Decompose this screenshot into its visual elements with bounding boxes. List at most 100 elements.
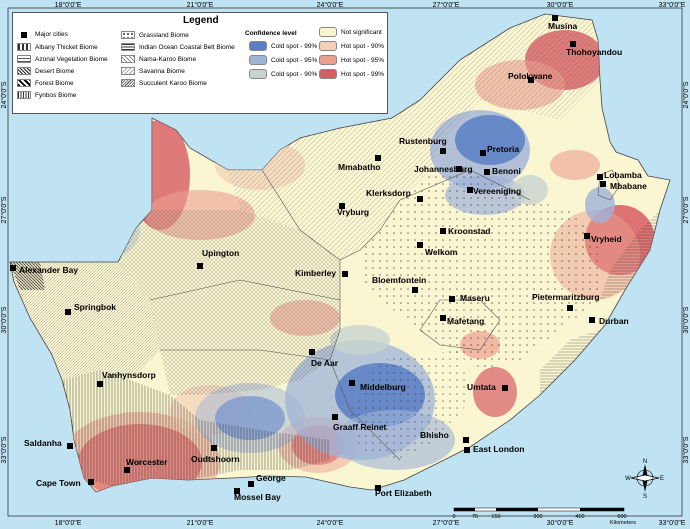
city-marker <box>375 485 381 491</box>
city-bloemfontein: Bloemfontein <box>372 275 426 293</box>
city-label: Vryheid <box>591 234 622 244</box>
map-frame <box>7 7 683 517</box>
axis-ticks-right: 24°0'0"S 27°0'0"S 30°0'0"S 33°0'0"S <box>682 81 690 463</box>
biome-overlays <box>10 14 660 486</box>
city-marker <box>342 271 348 277</box>
city-marker <box>440 228 446 234</box>
city-label: Maseru <box>460 293 490 303</box>
legend-item-diag-fine: Succulent Karoo Biome <box>121 79 207 87</box>
confidence-item: Cold spot - 95% <box>249 55 317 65</box>
city-label: Cape Town <box>36 478 81 488</box>
city-label: Lobamba <box>604 170 642 180</box>
city-marker <box>97 381 103 387</box>
confidence-swatch <box>319 69 337 79</box>
legend-swatch <box>17 67 31 75</box>
city-label: Polokwane <box>508 71 553 81</box>
city-maseru: Maseru <box>449 293 490 303</box>
scale-unit: Kilometers <box>610 520 636 526</box>
city-label: Kroonstad <box>448 226 491 236</box>
confidence-label: Not significant <box>341 28 382 36</box>
city-marker <box>484 169 490 175</box>
legend-box: Legend Major cities Albany Thicket Biome A… <box>12 12 388 114</box>
city-marker <box>197 263 203 269</box>
city-durban: Durban <box>589 316 629 326</box>
city-worcester: Worcester <box>124 457 168 473</box>
city-marker <box>440 315 446 321</box>
confidence-swatch <box>249 69 267 79</box>
scale-tick-label: 75 <box>472 514 478 520</box>
cities-layer: Musina Thohoyandou Polokwane Rustenburg Pret… <box>10 15 647 502</box>
city-marker <box>67 443 73 449</box>
city-marker <box>467 187 473 193</box>
city-marker <box>552 15 558 21</box>
city-cape-town: Cape Town <box>36 478 94 488</box>
legend-label: Succulent Karoo Biome <box>139 79 207 87</box>
axis-tick-label: 18°0'0"E <box>55 519 82 527</box>
legend-label: Albany Thicket Biome <box>35 43 98 51</box>
city-label: Mmabatho <box>338 162 381 172</box>
confidence-title: Confidence level <box>245 30 297 37</box>
legend-label: Azonal Vegetation Biome <box>35 55 108 63</box>
axis-ticks-left: 24°0'0"S 27°0'0"S 30°0'0"S 33°0'0"S <box>0 81 8 463</box>
west-letter: W <box>625 476 631 482</box>
legend-item-dots: Grassland Biome <box>121 31 189 39</box>
city-marker <box>88 479 94 485</box>
city-label: Mossel Bay <box>234 492 281 502</box>
legend-item-dash: Albany Thicket Biome <box>17 43 98 51</box>
city-middelburg: Middelburg <box>349 380 406 392</box>
city-label: Upington <box>202 248 239 258</box>
legend-swatch <box>121 55 135 63</box>
confidence-label: Hot spot - 90% <box>341 42 384 50</box>
legend-label: Forest Biome <box>35 79 74 87</box>
confidence-item: Not significant <box>319 27 382 37</box>
confidence-swatch <box>319 27 337 37</box>
confidence-label: Cold spot - 99% <box>271 42 318 50</box>
city-label: Worcester <box>126 457 168 467</box>
axis-tick-label: 27°0'0"E <box>433 1 460 9</box>
city-label: Graaff Reinet <box>333 422 387 432</box>
axis-tick-label: 30°0'0"E <box>547 519 574 527</box>
city-benoni: Benoni <box>484 166 521 176</box>
axis-tick-label: 30°0'0"S <box>682 306 690 333</box>
confidence-label: Cold spot - 90% <box>271 70 318 78</box>
city-marker <box>600 181 606 187</box>
city-de-aar: De Aar <box>309 349 339 368</box>
axis-tick-label: 30°0'0"S <box>0 306 8 333</box>
city-vryburg: Vryburg <box>337 203 369 217</box>
city-label: Oudtshoorn <box>191 454 240 464</box>
city-marker <box>339 203 345 209</box>
city-label: Johannesburg <box>414 164 473 174</box>
legend-item-city: Major cities <box>17 31 68 38</box>
east-letter: E <box>660 476 664 482</box>
city-umtata: Umtata <box>467 382 508 392</box>
city-thohoyandou: Thohoyandou <box>566 41 622 57</box>
city-label: Mafetang <box>447 316 484 326</box>
confidence-swatch <box>249 41 267 51</box>
legend-label: Fynbos Biome <box>35 91 77 99</box>
axis-tick-label: 33°0'0"S <box>0 436 8 463</box>
city-label: Bloemfontein <box>372 275 426 285</box>
city-label: Benoni <box>492 166 521 176</box>
legend-swatch <box>17 79 31 87</box>
scale-tick-label: 450 <box>575 514 584 520</box>
city-label: East London <box>473 444 524 454</box>
city-johannesburg: Johannesburg <box>414 164 473 174</box>
legend-swatch <box>121 79 135 87</box>
city-kimberley: Kimberley <box>295 268 348 278</box>
axis-tick-label: 24°0'0"S <box>682 81 690 108</box>
axis-tick-label: 27°0'0"S <box>682 196 690 223</box>
city-label: Vryburg <box>337 207 369 217</box>
legend-label: Desert Biome <box>35 67 75 75</box>
city-label: Kimberley <box>295 268 336 278</box>
confidence-label: Hot spot - 99% <box>341 70 384 78</box>
city-springbok: Springbok <box>65 302 116 315</box>
city-marker <box>567 305 573 311</box>
city-marker <box>584 233 590 239</box>
confidence-item: Cold spot - 90% <box>249 69 317 79</box>
city-label: Port Elizabeth <box>375 488 432 498</box>
south-letter: S <box>643 494 647 498</box>
city-label: Saldanha <box>24 438 62 448</box>
legend-title: Legend <box>183 15 219 26</box>
legend-item-diag-bold: Forest Biome <box>17 79 74 87</box>
